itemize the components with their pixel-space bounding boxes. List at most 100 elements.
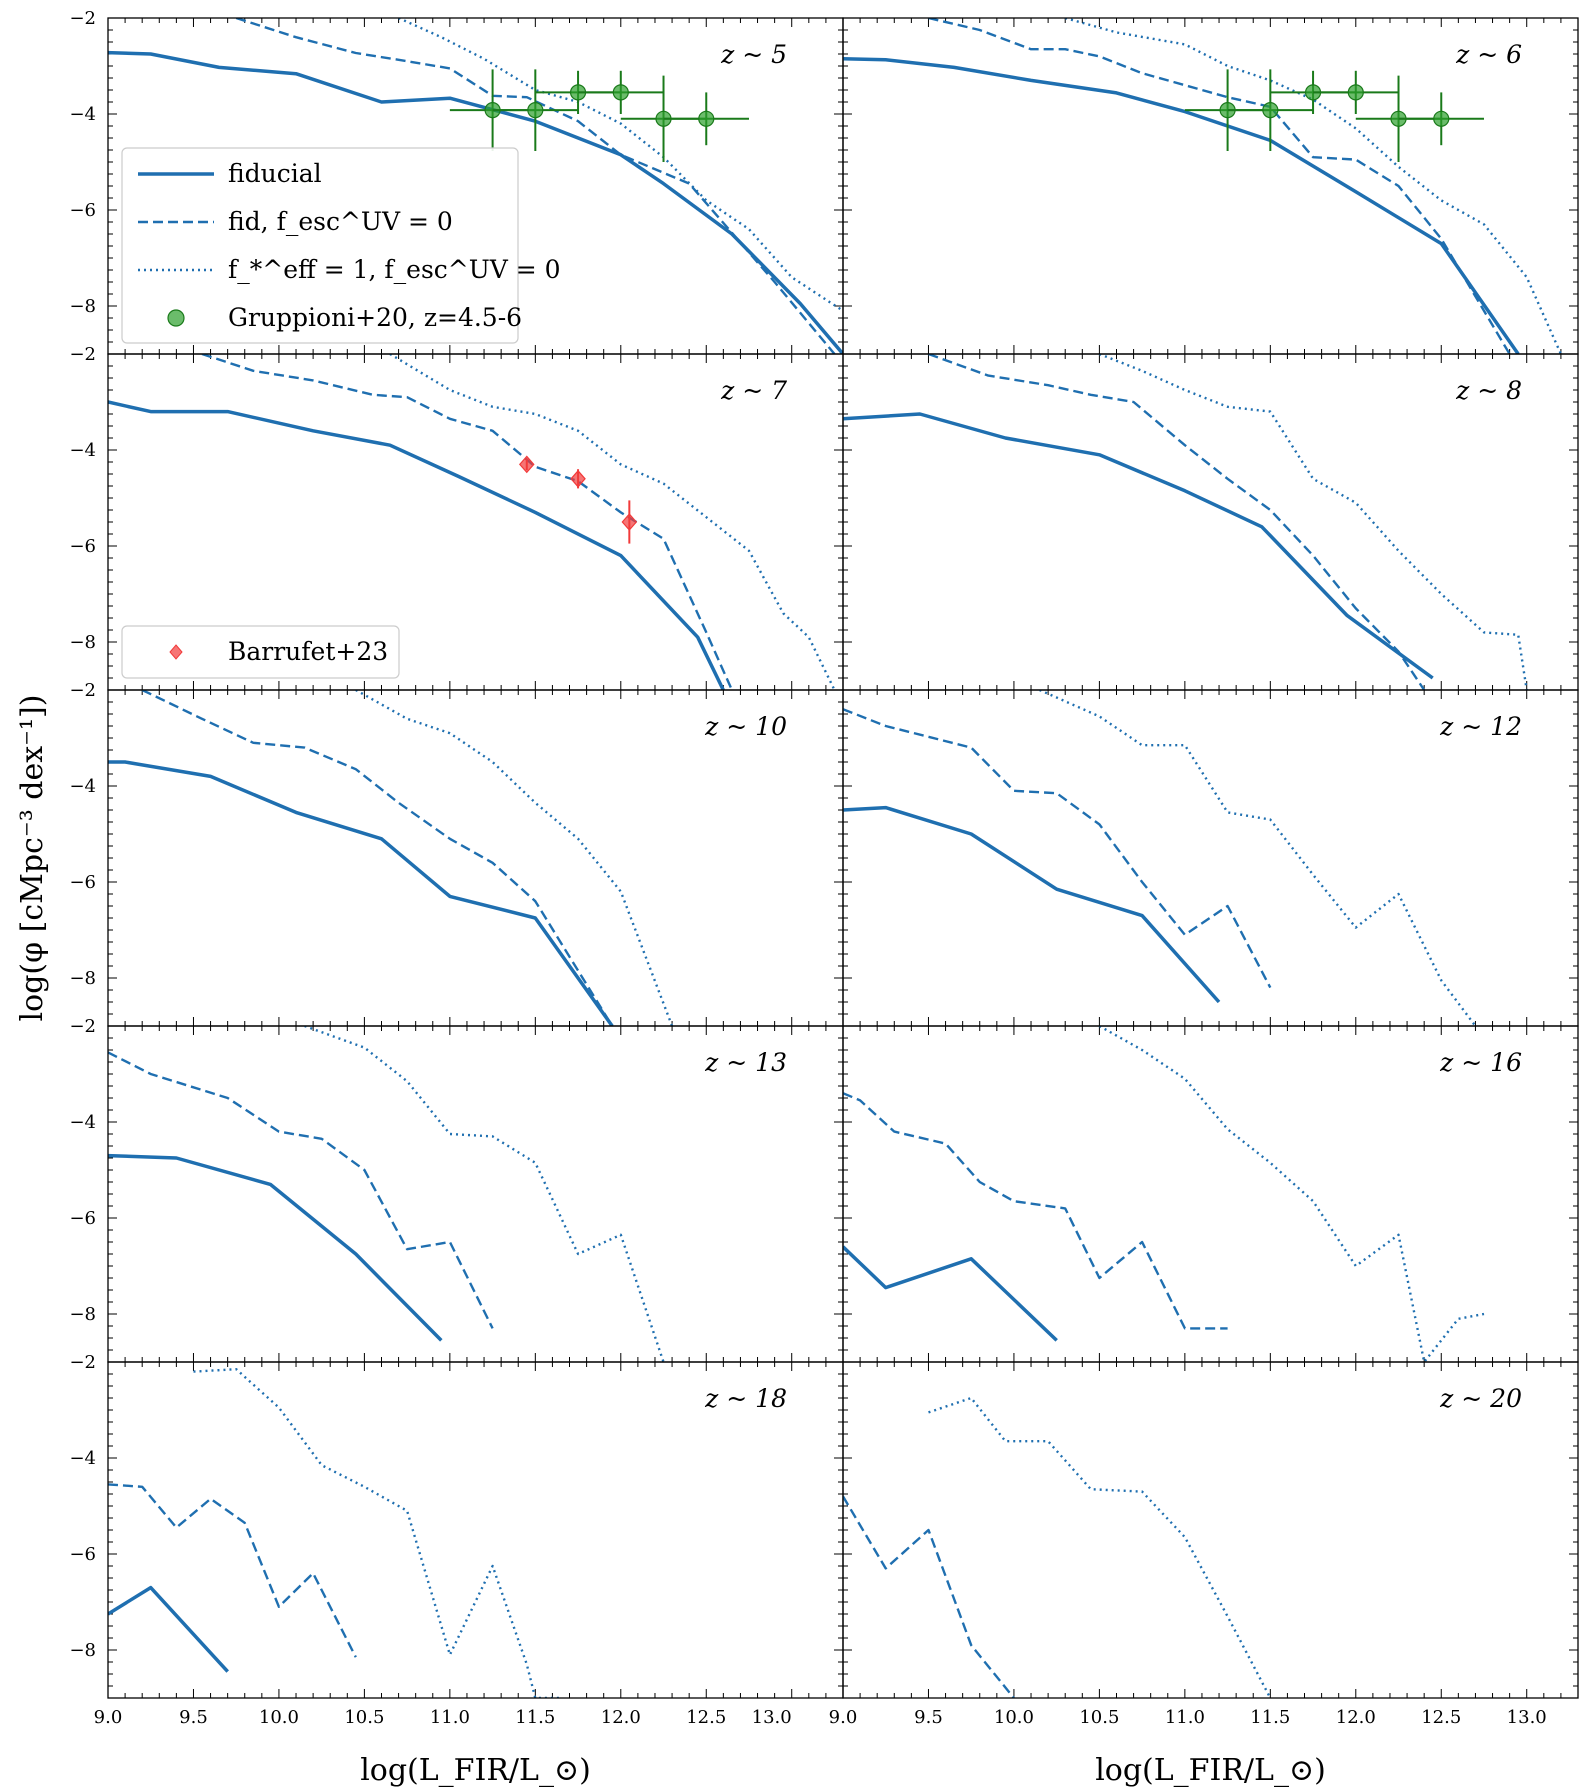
panel-z-12: z ~ 12	[842, 689, 1579, 1027]
x-tick-label-z-20: 9.5	[914, 1707, 943, 1728]
series-line-f-eff-1-f-esc-uv-0-z-12	[1039, 690, 1477, 1026]
y-tick-label-z-7: −8	[69, 632, 96, 653]
legend-z-7: Barrufet+23	[121, 625, 400, 679]
panel-z-20: 9.0 9.5 10.0 10.5 11.0 11.5 12.0 12.5 13.0 z ~ 20	[829, 1361, 1579, 1728]
y-tick-label-z-7: −2	[69, 344, 96, 365]
x-tick-label-z-20: 13.0	[1507, 1707, 1547, 1728]
panel-z-18: −2 −4 −6 −8 9.0 9.5 10.0 10.5 11.0 11.5 12.0 12.5 13…	[69, 1352, 844, 1728]
x-tick-label-z-18: 10.5	[344, 1707, 384, 1728]
legend-entry-fid-f-esc-uv-0-label: fid, f_esc^UV = 0	[228, 207, 453, 236]
y-tick-label-z-18: −2	[69, 1352, 96, 1373]
x-tick-label-z-20: 11.0	[1165, 1707, 1205, 1728]
panel-z-8: z ~ 8	[842, 353, 1579, 691]
y-tick-label-z-10: −2	[69, 680, 96, 701]
x-tick-label-z-18: 9.0	[94, 1707, 123, 1728]
legend-z-5: fiducial fid, f_esc^UV = 0 f_*^eff = 1, f_…	[121, 147, 561, 344]
y-tick-label-z-18: −4	[69, 1448, 96, 1469]
series-line-fiducial-z-10	[108, 760, 614, 1026]
y-tick-label-z-13: −8	[69, 1304, 96, 1325]
series-group-z-12	[843, 690, 1477, 1026]
data-point-gruppioni-z-6	[1347, 84, 1364, 101]
y-tick-label-z-18: −6	[69, 1544, 96, 1565]
series-line-fid-f-esc-uv-0-z-6	[928, 18, 1511, 354]
series-group-z-20	[843, 1396, 1272, 1698]
series-line-fiducial-z-7	[108, 400, 725, 690]
series-group-z-8	[843, 354, 1528, 690]
series-line-fid-f-esc-uv-0-z-13	[108, 1051, 494, 1329]
x-tick-label-z-20: 9.0	[829, 1707, 858, 1728]
x-tick-label-z-18: 10.0	[259, 1707, 299, 1728]
y-axis-label: log(φ [cMpc⁻³ dex⁻¹])	[15, 695, 50, 1022]
legend-entry-barrufet-23-swatch	[169, 644, 183, 660]
y-tick-label-z-5: −8	[69, 296, 96, 317]
y-tick-label-z-13: −6	[69, 1208, 96, 1229]
panels-group: −2 −4 −6 −8 z ~ 5 fiducial fid, f_esc^UV = 0 f_…	[69, 8, 1579, 1728]
data-point-barrufet-z-7	[570, 469, 586, 488]
ticks-z-10	[107, 689, 844, 1027]
legend-entry-gruppioni-20-z-4-5-6-swatch	[167, 309, 185, 327]
series-line-fid-f-esc-uv-0-z-7	[201, 354, 733, 690]
panel-label-z-18: z ~ 18	[704, 1384, 787, 1413]
panel-z-13: −2 −4 −6 −8 z ~ 13	[69, 1016, 844, 1363]
ticks-z-20	[842, 1361, 1579, 1699]
y-tick-label-z-5: −2	[69, 8, 96, 29]
ticks-z-18	[107, 1361, 844, 1699]
panel-label-z-10: z ~ 10	[704, 712, 787, 741]
x-tick-label-z-18: 9.5	[179, 1707, 208, 1728]
series-line-fiducial-z-18	[108, 1585, 229, 1673]
x-tick-label-z-18: 12.0	[601, 1707, 641, 1728]
series-line-f-eff-1-f-esc-uv-0-z-20	[928, 1396, 1272, 1698]
legend-entry-gruppioni-20-z-4-5-6-label: Gruppioni+20, z=4.5-6	[228, 303, 522, 332]
x-tick-label-z-18: 11.0	[430, 1707, 470, 1728]
series-line-f-eff-1-f-esc-uv-0-z-6	[1064, 18, 1562, 354]
legend-entry-f-eff-1-f-esc-uv-0-label: f_*^eff = 1, f_esc^UV = 0	[228, 255, 561, 284]
data-point-barrufet-z-7	[621, 513, 638, 531]
x-tick-label-z-20: 11.5	[1250, 1707, 1290, 1728]
series-line-f-eff-1-f-esc-uv-0-z-7	[389, 354, 836, 690]
panel-z-16: z ~ 16	[842, 1025, 1579, 1363]
ticks-z-5	[107, 17, 844, 355]
panel-label-z-13: z ~ 13	[704, 1048, 787, 1077]
y-tick-label-z-13: −2	[69, 1016, 96, 1037]
ticks-z-8	[842, 353, 1579, 691]
panel-z-10: −2 −4 −6 −8 z ~ 10	[69, 680, 844, 1027]
y-tick-label-z-18: −8	[69, 1640, 96, 1661]
data-point-gruppioni-z-5	[612, 84, 629, 101]
series-line-fiducial-z-13	[108, 1153, 443, 1342]
legend-entry-fiducial-label: fiducial	[228, 159, 322, 188]
y-tick-label-z-10: −6	[69, 872, 96, 893]
series-group-z-6	[843, 18, 1562, 354]
series-line-fid-f-esc-uv-0-z-16	[843, 1092, 1228, 1330]
series-group-z-18	[108, 1367, 561, 1698]
data-point-gruppioni-z-6	[1262, 102, 1279, 119]
x-tick-label-z-20: 10.0	[994, 1707, 1034, 1728]
panel-label-z-7: z ~ 7	[720, 376, 787, 405]
series-line-fid-f-esc-uv-0-z-10	[141, 690, 614, 1026]
panel-label-z-5: z ~ 5	[720, 40, 787, 69]
y-tick-label-z-10: −8	[69, 968, 96, 989]
series-line-fid-f-esc-uv-0-z-8	[928, 354, 1426, 690]
series-line-f-eff-1-f-esc-uv-0-z-8	[1098, 354, 1528, 690]
y-tick-label-z-7: −4	[69, 440, 96, 461]
series-line-f-eff-1-f-esc-uv-0-z-10	[355, 690, 674, 1026]
x-tick-label-z-20: 10.5	[1079, 1707, 1119, 1728]
y-tick-label-z-10: −4	[69, 776, 96, 797]
series-line-fid-f-esc-uv-0-z-20	[843, 1495, 1015, 1698]
x-axis-label-left: log(L_FIR/L_⊙)	[360, 1753, 591, 1788]
data-point-gruppioni-z-6	[1433, 110, 1450, 127]
y-tick-label-z-7: −6	[69, 536, 96, 557]
figure-overlay: log(L_FIR/L_⊙) log(L_FIR/L_⊙) log(φ [cMp…	[15, 695, 1326, 1788]
legend-box-z-7	[121, 625, 400, 679]
x-tick-label-z-20: 12.5	[1421, 1707, 1461, 1728]
panel-z-6: z ~ 6	[842, 17, 1579, 355]
series-line-fiducial-z-8	[843, 412, 1434, 680]
x-axis-label-right: log(L_FIR/L_⊙)	[1095, 1753, 1326, 1788]
series-line-fiducial-z-12	[843, 805, 1221, 1004]
series-group-z-16	[843, 1026, 1485, 1362]
legend-entry-barrufet-23-label: Barrufet+23	[228, 637, 388, 666]
panel-z-5: −2 −4 −6 −8 z ~ 5 fiducial fid, f_esc^UV = 0 f_…	[69, 8, 844, 355]
x-tick-label-z-18: 12.5	[686, 1707, 726, 1728]
data-point-barrufet-z-7	[518, 455, 535, 474]
panel-label-z-12: z ~ 12	[1439, 712, 1522, 741]
